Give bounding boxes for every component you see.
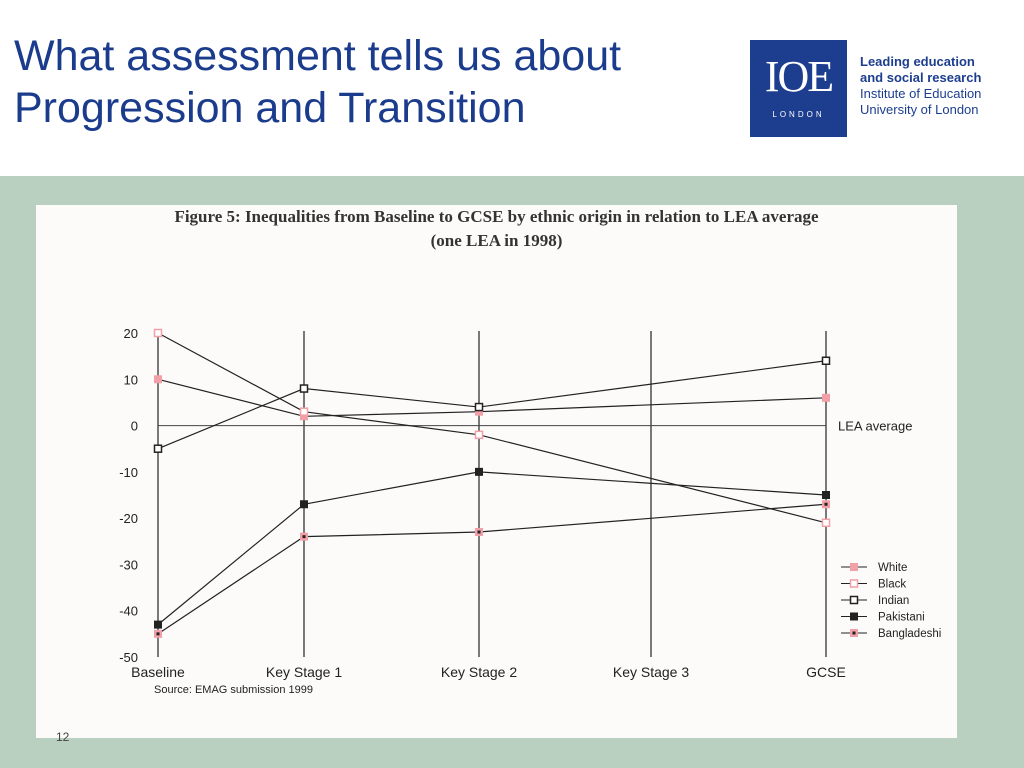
y-tick-label: -10 xyxy=(119,465,138,480)
x-category-label: Key Stage 2 xyxy=(441,664,517,680)
data-point-pakistani xyxy=(822,491,830,499)
figure-panel: Figure 5: Inequalities from Baseline to … xyxy=(36,205,957,738)
data-point-bangladeshi-center xyxy=(824,502,828,506)
legend-marker-indian xyxy=(849,595,859,605)
y-tick-label: 10 xyxy=(124,372,138,387)
figure-title-line-1: Figure 5: Inequalities from Baseline to … xyxy=(174,207,819,226)
series-line-bangladeshi xyxy=(157,503,827,635)
logo-tagline: Leading education and social research In… xyxy=(860,54,1020,118)
data-point-pakistani xyxy=(475,467,483,476)
data-point-white xyxy=(154,375,162,384)
y-tick-label: -50 xyxy=(119,650,138,665)
data-point-pakistani xyxy=(300,500,308,509)
legend-label-bangladeshi: Bangladeshi xyxy=(878,628,941,640)
data-point-bangladeshi-center xyxy=(156,632,160,636)
data-point-indian xyxy=(474,402,484,412)
data-point-indian xyxy=(153,444,163,453)
data-point-black xyxy=(153,328,163,338)
data-point-indian xyxy=(299,384,309,393)
data-point-black xyxy=(299,407,309,416)
data-point-black xyxy=(474,430,484,440)
series-line-pakistani xyxy=(157,471,827,626)
ioe-logo: IOE LONDON xyxy=(750,40,847,137)
y-tick-label: 0 xyxy=(131,419,138,434)
figure-subtitle: (one LEA in 1998) xyxy=(430,231,563,250)
logo-tagline-line-2: and social research xyxy=(860,70,982,85)
lea-average-label: LEA average xyxy=(838,419,912,434)
logo-subtext: LONDON xyxy=(772,110,825,119)
logo-tagline-line-1: Leading education xyxy=(860,54,975,69)
page-number: 12 xyxy=(56,730,70,744)
legend-marker-bangladeshi-center xyxy=(852,631,856,635)
series-line-white xyxy=(157,378,827,417)
logo-letters: IOE xyxy=(764,52,834,101)
x-category-label: GCSE xyxy=(806,664,846,680)
figure-source: Source: EMAG submission 1999 xyxy=(154,684,313,696)
y-tick-label: -40 xyxy=(119,604,138,619)
legend-marker-black xyxy=(849,579,859,588)
data-point-indian xyxy=(821,356,831,366)
series-line-black xyxy=(157,332,827,524)
y-tick-label: -20 xyxy=(119,511,138,526)
series-line-indian xyxy=(157,360,827,450)
data-point-bangladeshi-center xyxy=(477,530,481,534)
legend-marker-pakistani xyxy=(850,612,858,621)
legend-label-black: Black xyxy=(878,579,906,591)
legend-label-pakistani: Pakistani xyxy=(878,612,925,624)
legend-marker-white xyxy=(850,563,858,571)
y-tick-label: -30 xyxy=(119,557,138,572)
legend-label-white: White xyxy=(878,562,907,574)
y-tick-label: 20 xyxy=(124,326,138,341)
logo-tagline-line-4: University of London xyxy=(860,102,979,117)
data-point-bangladeshi-center xyxy=(302,535,306,539)
figure-title: Figure 5: Inequalities from Baseline to … xyxy=(36,205,957,253)
data-point-pakistani xyxy=(154,620,162,629)
x-category-label: Baseline xyxy=(131,664,185,680)
x-category-label: Key Stage 3 xyxy=(613,664,689,680)
slide-title-line-1: What assessment tells us about xyxy=(14,32,622,80)
slide-title: What assessment tells us about Progressi… xyxy=(14,30,744,134)
data-point-black xyxy=(821,518,831,528)
data-point-white xyxy=(822,393,830,402)
slide-title-line-2: Progression and Transition xyxy=(14,84,526,132)
logo-tagline-line-3: Institute of Education xyxy=(860,86,982,101)
x-category-label: Key Stage 1 xyxy=(266,664,342,680)
legend-label-indian: Indian xyxy=(878,595,909,607)
